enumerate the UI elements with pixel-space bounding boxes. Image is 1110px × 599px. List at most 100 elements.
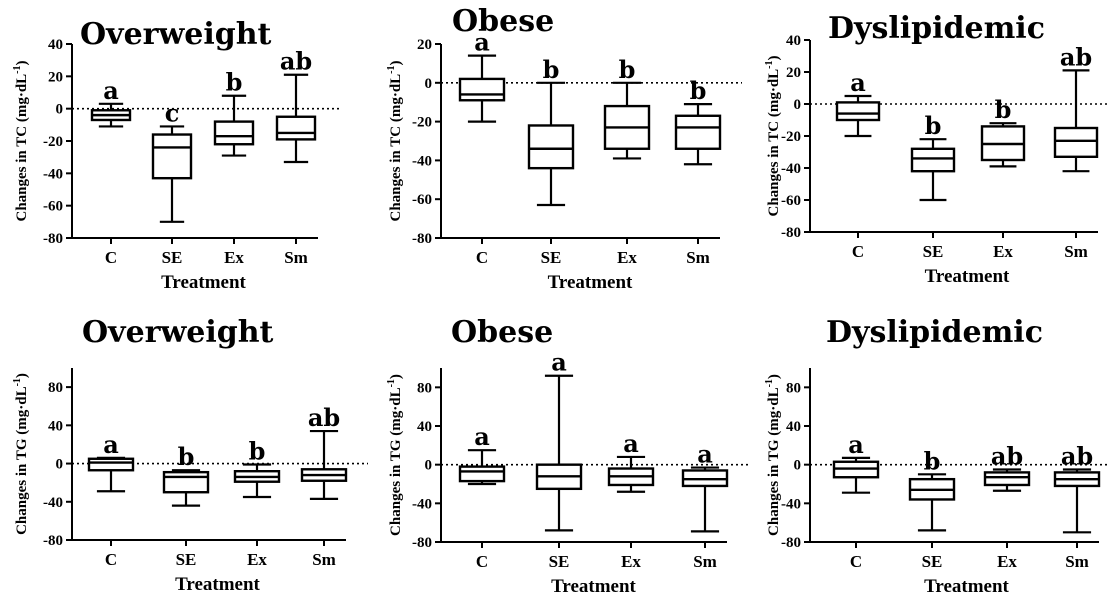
x-axis-label: Treatment — [175, 574, 260, 595]
significance-letter: a — [474, 28, 490, 57]
x-tick-label: Ex — [997, 552, 1017, 571]
y-tick-label: -40 — [43, 166, 63, 182]
box-iqr — [458, 465, 506, 483]
y-tick-label: 0 — [425, 458, 433, 474]
significance-letter: b — [690, 76, 707, 105]
x-tick-label: Sm — [1065, 552, 1089, 571]
y-tick-label: 0 — [425, 76, 433, 92]
box-iqr — [910, 147, 956, 173]
box-Ex: b — [213, 68, 255, 157]
y-axis-label-text: Changes in TG (mg·dL — [14, 386, 30, 535]
chart-panel-5: Obese Changes in TG (mg·dL-1) -80 -40 0 40 80 a… — [386, 315, 749, 597]
box-iqr — [162, 470, 210, 494]
box-C: a — [87, 430, 135, 493]
y-axis-label-close: ) — [388, 374, 404, 379]
y-axis-label-text: Changes in TG (mg·dL — [388, 387, 404, 536]
significance-letter: b — [226, 68, 243, 97]
y-tick-label: 40 — [48, 418, 63, 434]
x-tick-label: Sm — [284, 248, 308, 267]
box-SE: b — [527, 55, 575, 207]
chart-title: Overweight — [80, 17, 272, 52]
y-axis-label: Changes in TG (mg·dL-1) — [764, 374, 782, 536]
significance-letter: a — [103, 76, 119, 105]
y-tick-label: -80 — [781, 535, 801, 551]
significance-letter: a — [551, 348, 567, 377]
box-iqr — [674, 114, 722, 150]
y-axis-label-text: Changes in TG (mg·dL — [766, 387, 782, 536]
box-C: a — [832, 430, 880, 494]
y-tick-label: 80 — [48, 380, 63, 396]
y-axis-label-close: ) — [766, 374, 782, 379]
y-tick-label: 40 — [417, 419, 432, 435]
y-axis-label: Changes in TG (mg·dL-1) — [12, 373, 30, 535]
y-tick-label: 20 — [417, 37, 432, 53]
y-axis-label: Changes in TC (mg·dL-1) — [386, 60, 404, 221]
y-tick-label: 40 — [786, 33, 801, 49]
y-tick-label: 20 — [786, 65, 801, 81]
y-tick-label: -60 — [43, 199, 63, 215]
y-axis-label-superscript: -1 — [386, 65, 397, 73]
significance-letter: b — [619, 55, 636, 84]
box-iqr — [151, 133, 193, 180]
y-tick-label: -60 — [412, 192, 432, 208]
x-tick-label: Ex — [621, 552, 641, 571]
y-tick-label: 0 — [794, 458, 802, 474]
box-SE: c — [151, 98, 193, 223]
box-C: a — [458, 422, 506, 486]
chart-panel-2: Obese Changes in TC (mg·dL-1) -80 -60 -40 -20… — [386, 4, 742, 293]
y-tick-label: -20 — [412, 115, 432, 131]
chart-title: Obese — [451, 315, 553, 350]
y-axis-label-superscript: -1 — [12, 65, 23, 73]
x-tick-label: C — [850, 552, 862, 571]
box-Ex: b — [233, 437, 281, 499]
chart-title: Dyslipidemic — [828, 11, 1045, 46]
y-tick-label: 0 — [794, 97, 802, 113]
x-tick-label: SE — [922, 552, 943, 571]
y-axis-label-text: Changes in TC (mg·dL — [14, 74, 30, 222]
box-Ex: ab — [983, 442, 1031, 492]
significance-letter: ab — [1060, 42, 1092, 71]
x-tick-label: C — [476, 552, 488, 571]
box-Ex: b — [980, 95, 1026, 168]
significance-letter: a — [474, 422, 490, 451]
x-axis-label: Treatment — [161, 272, 246, 293]
y-axis-label-close: ) — [388, 60, 404, 65]
significance-letter: ab — [280, 47, 312, 76]
y-tick-label: -20 — [43, 134, 63, 150]
y-tick-label: -40 — [43, 495, 63, 511]
x-tick-label: Ex — [247, 550, 267, 569]
x-tick-label: Sm — [312, 550, 336, 569]
box-iqr — [458, 77, 506, 102]
x-axis-label: Treatment — [551, 576, 636, 597]
x-tick-label: C — [105, 248, 117, 267]
y-axis-label-superscript: -1 — [12, 378, 23, 386]
box-SE: b — [910, 111, 956, 202]
significance-letter: a — [848, 430, 864, 459]
y-axis-label-text: Changes in TC (mg·dL — [766, 69, 782, 217]
y-tick-label: -40 — [781, 496, 801, 512]
x-tick-label: Sm — [693, 552, 717, 571]
x-tick-label: Sm — [1064, 242, 1088, 261]
chart-title: Overweight — [82, 315, 274, 350]
significance-letter: b — [925, 111, 942, 140]
y-tick-label: -80 — [412, 231, 432, 247]
significance-letter: b — [543, 55, 560, 84]
chart-panel-3: Dyslipidemic Changes in TC (mg·dL-1) -80 -6… — [764, 11, 1110, 287]
box-Sm: ab — [275, 47, 317, 164]
box-iqr — [527, 124, 575, 170]
y-axis-label-superscript: -1 — [764, 379, 775, 387]
y-tick-label: 40 — [786, 419, 801, 435]
box-iqr — [983, 471, 1031, 487]
box-iqr — [1053, 126, 1099, 158]
significance-letter: c — [165, 98, 180, 127]
significance-letter: ab — [991, 442, 1023, 471]
box-Ex: a — [607, 429, 655, 493]
x-tick-label: Ex — [993, 242, 1013, 261]
chart-panel-1: Overweight Changes in TC (mg·dL-1) -80 -60 -… — [12, 17, 340, 293]
y-axis-label-close: ) — [14, 60, 30, 65]
y-tick-label: -80 — [781, 225, 801, 241]
significance-letter: b — [995, 95, 1012, 124]
box-SE: b — [908, 446, 956, 532]
box-SE: b — [162, 442, 210, 507]
